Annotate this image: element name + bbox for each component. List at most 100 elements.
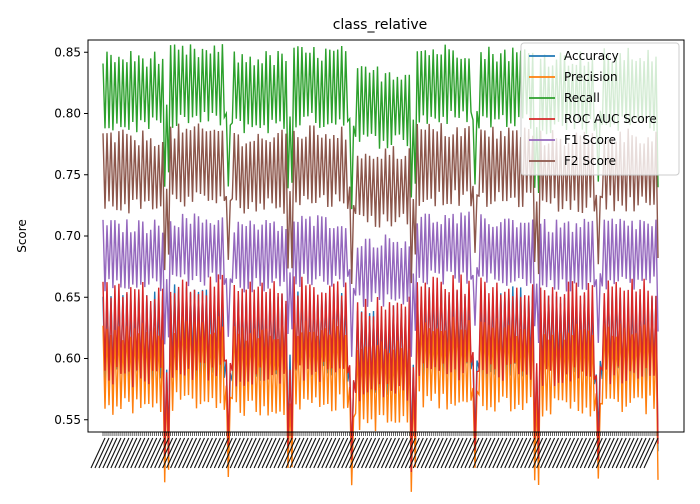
x-tick-label-glyph — [313, 437, 329, 469]
x-tick-label-glyph — [349, 437, 365, 469]
x-tick-label-glyph — [563, 437, 579, 469]
x-tick-label-glyph — [372, 437, 388, 469]
x-tick-label-glyph — [555, 437, 571, 469]
x-tick-label-glyph — [548, 437, 564, 469]
x-tick-label-glyph — [496, 437, 512, 469]
x-tick-label-glyph — [448, 437, 464, 469]
y-tick-label: 0.75 — [54, 168, 81, 182]
x-tick-label-glyph — [476, 437, 492, 469]
x-tick-label-glyph — [480, 437, 496, 469]
x-tick-label-glyph — [138, 437, 154, 469]
x-tick-label-glyph — [233, 437, 249, 469]
x-tick-label-glyph — [261, 437, 277, 469]
x-tick-label-glyph — [201, 437, 217, 469]
y-tick-label: 0.80 — [54, 107, 81, 121]
x-tick-label-glyph — [301, 437, 317, 469]
x-tick-label-glyph — [182, 437, 198, 469]
x-tick-label-glyph — [154, 437, 170, 469]
x-tick-label-glyph — [281, 437, 297, 469]
x-tick-label-glyph — [102, 437, 118, 469]
series-line-roc-auc-score — [102, 274, 659, 473]
x-tick-label-glyph — [249, 437, 265, 469]
x-tick-label-glyph — [452, 437, 468, 469]
x-tick-label-glyph — [110, 437, 126, 469]
x-tick-label-glyph — [118, 437, 134, 469]
x-tick-label-glyph — [273, 437, 289, 469]
x-tick-label-glyph — [532, 437, 548, 469]
y-tick-label: 0.70 — [54, 229, 81, 243]
x-tick-label-glyph — [365, 437, 381, 469]
legend-label: ROC AUC Score — [564, 112, 657, 126]
x-tick-label-glyph — [468, 437, 484, 469]
x-tick-label-glyph — [285, 437, 301, 469]
x-tick-label-glyph — [631, 437, 647, 469]
x-tick-label-glyph — [162, 437, 178, 469]
x-tick-label-glyph — [293, 437, 309, 469]
x-tick-label-glyph — [106, 437, 122, 469]
x-tick-label-glyph — [380, 437, 396, 469]
x-tick-label-glyph — [189, 437, 205, 469]
x-tick-label-glyph — [528, 437, 544, 469]
x-tick-label-glyph — [317, 437, 333, 469]
x-tick-label-glyph — [472, 437, 488, 469]
x-tick-label-glyph — [524, 437, 540, 469]
x-tick-label-glyph — [500, 437, 516, 469]
x-tick-label-glyph — [544, 437, 560, 469]
x-tick-label-glyph — [265, 437, 281, 469]
x-tick-label-glyph — [512, 437, 528, 469]
x-tick-label-glyph — [432, 437, 448, 469]
x-tick-label-glyph — [297, 437, 313, 469]
x-tick-label-glyph — [428, 437, 444, 469]
x-tick-label-glyph — [361, 437, 377, 469]
x-tick-label-glyph — [213, 437, 229, 469]
x-tick-label-glyph — [464, 437, 480, 469]
x-tick-label-glyph — [400, 437, 416, 469]
x-tick-label-glyph — [325, 437, 341, 469]
x-tick-label-glyph — [245, 437, 261, 469]
x-tick-label-glyph — [225, 437, 241, 469]
x-tick-label-glyph — [197, 437, 213, 469]
x-tick-label-glyph — [412, 437, 428, 469]
x-tick-label-glyph — [229, 437, 245, 469]
x-tick-label-glyph — [142, 437, 158, 469]
x-tick-label-glyph — [253, 437, 269, 469]
x-tick-label-glyph — [388, 437, 404, 469]
plot-frame — [87, 39, 685, 433]
x-tick-label-glyph — [619, 437, 635, 469]
series-line-f1-score — [102, 211, 659, 357]
x-tick-label-glyph — [583, 437, 599, 469]
x-tick-label-glyph — [420, 437, 436, 469]
x-tick-label-glyph — [492, 437, 508, 469]
x-tick-label-glyph — [571, 437, 587, 469]
x-tick-label-glyph — [591, 437, 607, 469]
x-tick-label-glyph — [289, 437, 305, 469]
x-tick-label-glyph — [623, 437, 639, 469]
x-tick-label-glyph — [396, 437, 412, 469]
legend-box — [520, 42, 680, 176]
x-axis — [90, 432, 659, 469]
x-tick-label-glyph — [520, 437, 536, 469]
x-tick-label-glyph — [257, 437, 273, 469]
x-tick-label-glyph — [134, 437, 150, 469]
x-tick-label-glyph — [217, 437, 233, 469]
x-tick-label-glyph — [504, 437, 520, 469]
x-tick-label-glyph — [94, 437, 110, 469]
x-tick-label-glyph — [516, 437, 532, 469]
x-tick-label-glyph — [178, 437, 194, 469]
x-tick-label-glyph — [607, 437, 623, 469]
x-tick-label-glyph — [384, 437, 400, 469]
x-tick-label-glyph — [305, 437, 321, 469]
legend-label: Precision — [564, 70, 618, 84]
y-axis-label: Score — [15, 219, 29, 253]
x-tick-label-glyph — [440, 437, 456, 469]
x-tick-label-glyph — [269, 437, 285, 469]
chart-title: class_relative — [333, 17, 428, 33]
x-tick-label-glyph — [404, 437, 420, 469]
x-tick-label-glyph — [329, 437, 345, 469]
x-tick-label-glyph — [460, 437, 476, 469]
x-tick-label-glyph — [193, 437, 209, 469]
x-tick-label-glyph — [237, 437, 253, 469]
x-tick-label-glyph — [436, 437, 452, 469]
x-tick-label-glyph — [595, 437, 611, 469]
x-tick-label-glyph — [205, 437, 221, 469]
